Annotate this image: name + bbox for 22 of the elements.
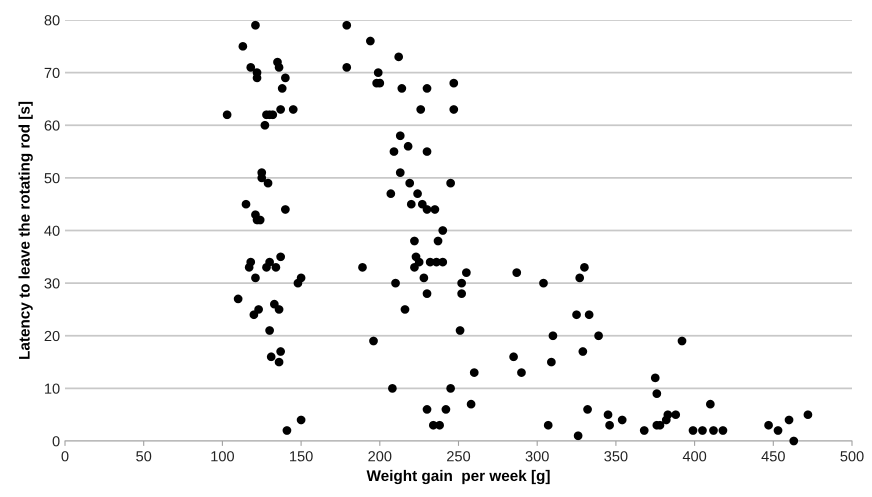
y-tick-label: 80 — [44, 15, 60, 26]
y-tick-label: 20 — [44, 330, 60, 342]
y-tick-label: 0 — [52, 436, 60, 446]
x-tick-label: 500 — [840, 451, 864, 462]
y-tick-label: 70 — [44, 68, 60, 78]
x-axis-title: Weight gain per week [g] — [366, 470, 550, 484]
x-tick-label: 0 — [62, 451, 68, 462]
x-tick-label: 150 — [290, 451, 313, 462]
x-tick-label: 50 — [136, 451, 152, 462]
y-tick-label: 30 — [44, 278, 60, 289]
x-tick-label: 400 — [682, 451, 706, 462]
y-tick-label: 60 — [44, 120, 60, 131]
x-tick-label: 250 — [447, 451, 470, 462]
y-tick-label: 50 — [44, 172, 60, 184]
x-tick-label: 200 — [368, 451, 392, 462]
y-tick-label: 40 — [44, 226, 60, 236]
x-tick-label: 350 — [604, 451, 628, 462]
x-tick-label: 100 — [211, 451, 234, 462]
x-tick-label: 300 — [526, 451, 549, 462]
y-tick-label: 10 — [45, 383, 60, 394]
x-tick-label: 450 — [761, 451, 785, 462]
y-axis-title: Latency to leave the rotating rod [s] — [18, 102, 33, 359]
